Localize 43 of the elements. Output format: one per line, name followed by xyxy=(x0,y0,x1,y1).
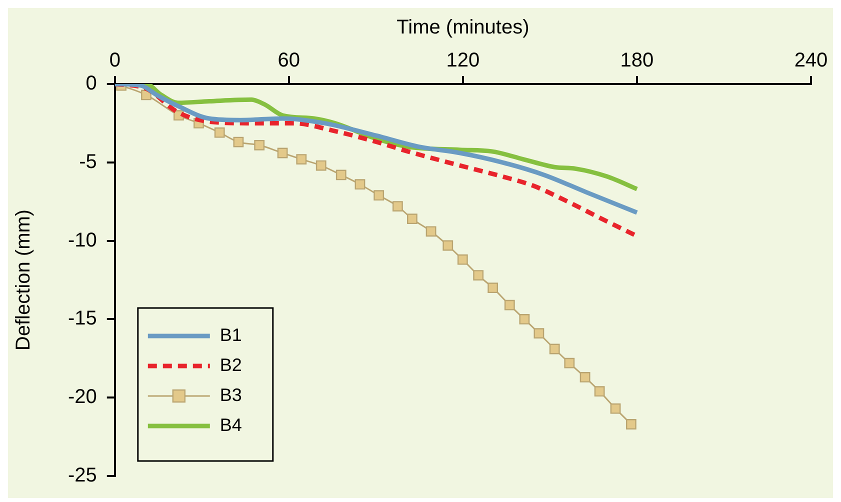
point xyxy=(296,154,307,164)
point xyxy=(442,240,454,251)
point xyxy=(519,314,530,324)
x-tick-label: 240 xyxy=(794,50,828,72)
x-axis-title: Time (minutes) xyxy=(396,16,530,39)
legend-label: B2 xyxy=(220,354,242,375)
legend-label: B3 xyxy=(220,384,242,405)
point xyxy=(549,344,560,354)
line-series xyxy=(114,84,640,215)
point xyxy=(457,254,468,265)
point xyxy=(354,179,366,190)
y-tick-label: -10 xyxy=(68,229,97,252)
y-tick-label: 0 xyxy=(86,72,97,95)
point xyxy=(316,160,326,171)
x-tick-label: 120 xyxy=(446,50,480,72)
point xyxy=(336,170,346,180)
point xyxy=(214,127,225,138)
x-tick-label: 180 xyxy=(620,50,654,72)
point xyxy=(254,140,265,150)
legend-label: B4 xyxy=(220,414,242,435)
point xyxy=(473,270,484,280)
y-tick-label: -15 xyxy=(68,308,97,330)
point xyxy=(392,201,403,212)
legend-label: B1 xyxy=(220,324,242,345)
point xyxy=(534,328,544,339)
point xyxy=(488,282,498,294)
x-tick-label: 60 xyxy=(278,50,300,72)
y-axis-title: Deflection (mm) xyxy=(12,209,35,351)
x-tick-label: 0 xyxy=(109,50,120,72)
point xyxy=(407,214,418,224)
y-tick-label: -25 xyxy=(68,464,97,487)
point xyxy=(564,358,575,368)
point xyxy=(504,300,515,310)
point xyxy=(233,136,244,148)
y-tick-label: -20 xyxy=(68,386,97,408)
point xyxy=(626,419,636,430)
point xyxy=(374,190,384,201)
y-tick-label: -5 xyxy=(79,150,97,173)
point xyxy=(277,148,288,158)
point xyxy=(594,386,605,397)
point xyxy=(580,372,590,382)
point xyxy=(426,226,436,237)
point xyxy=(610,403,621,414)
